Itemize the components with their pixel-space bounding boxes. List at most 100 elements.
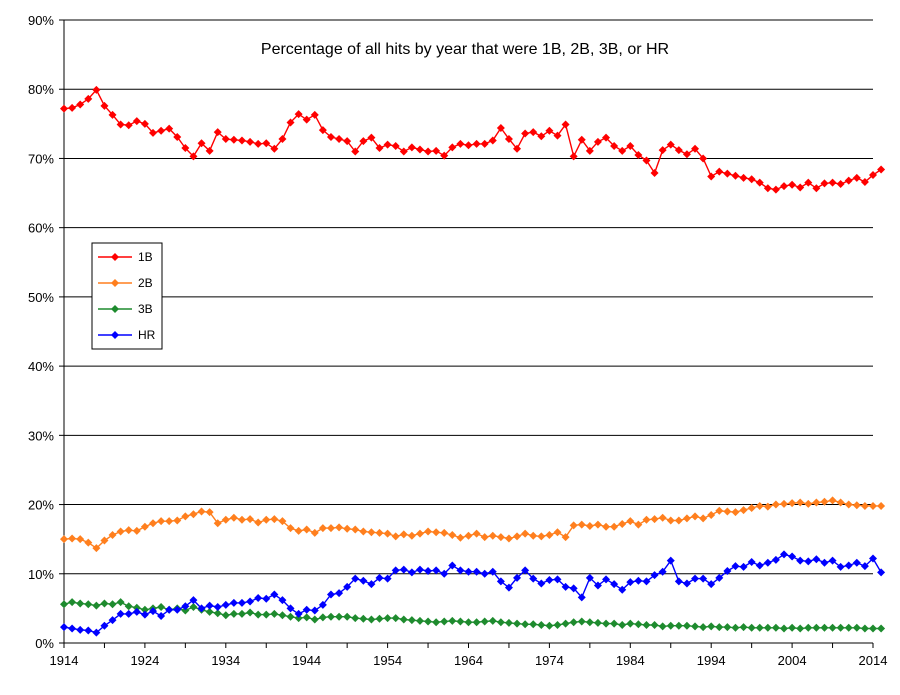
data-point xyxy=(561,619,570,628)
data-point xyxy=(335,523,344,532)
data-point xyxy=(424,567,433,576)
data-point xyxy=(472,529,481,538)
data-point xyxy=(504,135,513,144)
data-point xyxy=(294,110,303,119)
data-point xyxy=(796,624,805,633)
data-point xyxy=(302,115,311,124)
data-point xyxy=(383,140,392,149)
data-point xyxy=(108,110,117,119)
data-point xyxy=(529,620,538,629)
data-point xyxy=(424,617,433,626)
data-point xyxy=(326,590,335,599)
data-point xyxy=(642,621,651,630)
data-point xyxy=(496,577,505,586)
data-point xyxy=(860,501,869,510)
data-point xyxy=(237,609,246,618)
series-1b xyxy=(60,85,886,194)
data-point xyxy=(278,596,287,605)
data-point xyxy=(286,524,295,533)
data-point xyxy=(254,139,263,148)
data-point xyxy=(286,118,295,127)
data-point xyxy=(747,504,756,513)
data-point xyxy=(262,515,271,524)
data-point xyxy=(715,573,724,582)
data-point xyxy=(132,526,141,535)
data-point xyxy=(610,141,619,150)
data-point xyxy=(691,512,700,521)
data-point xyxy=(173,605,182,614)
data-point xyxy=(723,623,732,632)
data-point xyxy=(747,623,756,632)
data-point xyxy=(796,498,805,507)
data-point xyxy=(771,623,780,632)
data-point xyxy=(480,139,489,148)
data-point xyxy=(569,618,578,627)
data-point xyxy=(76,100,85,109)
data-point xyxy=(537,132,546,141)
chart-title: Percentage of all hits by year that were… xyxy=(261,41,669,58)
data-point xyxy=(780,499,789,508)
data-point xyxy=(399,565,408,574)
data-point xyxy=(731,171,740,180)
legend-marker xyxy=(111,253,119,261)
data-point xyxy=(513,532,522,541)
legend-label: 1B xyxy=(138,250,153,264)
data-point xyxy=(318,126,327,135)
legend-label: 2B xyxy=(138,276,153,290)
data-point xyxy=(351,525,360,534)
data-point xyxy=(739,506,748,515)
data-point xyxy=(132,117,141,126)
data-point xyxy=(682,579,691,588)
data-point xyxy=(391,566,400,575)
data-point xyxy=(262,610,271,619)
data-point xyxy=(326,612,335,621)
data-point xyxy=(812,498,821,507)
data-point xyxy=(699,574,708,583)
data-point xyxy=(755,501,764,510)
data-point xyxy=(504,583,513,592)
data-point xyxy=(852,623,861,632)
data-point xyxy=(157,126,166,135)
data-point xyxy=(415,616,424,625)
data-point xyxy=(359,527,368,536)
data-point xyxy=(165,517,174,526)
data-point xyxy=(181,606,190,615)
data-point xyxy=(464,141,473,150)
data-point xyxy=(310,615,319,624)
data-point xyxy=(860,562,869,571)
data-point xyxy=(326,524,335,533)
data-point xyxy=(634,576,643,585)
data-point xyxy=(763,502,772,511)
data-point xyxy=(682,150,691,159)
data-point xyxy=(270,609,279,618)
data-point xyxy=(731,562,740,571)
legend-item-hr: HR xyxy=(98,328,156,342)
data-point xyxy=(844,176,853,185)
x-tick-label: 1914 xyxy=(50,653,79,668)
y-tick-label: 20% xyxy=(28,498,54,513)
data-point xyxy=(852,173,861,182)
data-point xyxy=(100,536,109,545)
data-point xyxy=(796,183,805,192)
data-point xyxy=(148,519,157,528)
data-point xyxy=(237,515,246,524)
data-point xyxy=(626,141,635,150)
data-point xyxy=(84,626,93,635)
data-point xyxy=(869,554,877,563)
data-point xyxy=(440,617,449,626)
data-point xyxy=(343,137,352,146)
data-point xyxy=(116,598,125,607)
data-point xyxy=(699,623,708,632)
legend-item-2b: 2B xyxy=(98,276,153,290)
data-point xyxy=(699,514,708,523)
data-point xyxy=(513,144,522,153)
data-point xyxy=(189,603,198,612)
data-point xyxy=(124,526,133,535)
legend-label: 3B xyxy=(138,302,153,316)
data-point xyxy=(496,123,505,132)
data-point xyxy=(618,585,627,594)
data-point xyxy=(246,137,255,146)
data-point xyxy=(189,596,198,605)
legend-item-1b: 1B xyxy=(98,250,153,264)
data-point xyxy=(229,135,238,144)
